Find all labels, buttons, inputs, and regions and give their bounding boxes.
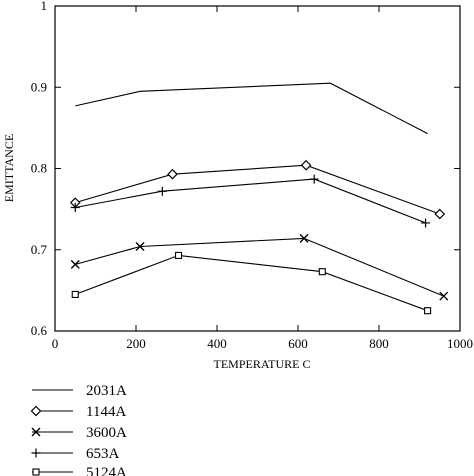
- series-3600A: [70, 233, 449, 301]
- y-tick-label: 1: [41, 0, 48, 13]
- data-point: [135, 242, 145, 251]
- legend-item: 5124A: [32, 465, 127, 476]
- series-1144A: [69, 159, 446, 220]
- series-line: [75, 237, 445, 297]
- series-line: [75, 178, 426, 224]
- legend-label: 2031A: [86, 383, 127, 399]
- legend-marker: [31, 448, 41, 458]
- legend-item: 1144A: [30, 404, 126, 420]
- legend-item: 653A: [31, 446, 120, 462]
- x-tick-label: 600: [288, 336, 308, 351]
- data-point: [70, 203, 80, 212]
- data-point: [424, 307, 432, 315]
- x-tick-label: 0: [52, 336, 59, 351]
- series-5124A: [71, 251, 432, 315]
- x-axis-title: TEMPERATURE C: [213, 357, 310, 371]
- x-tick-label: 1000: [447, 336, 473, 351]
- series-2031A: [75, 82, 428, 135]
- legend-item: 3600A: [31, 425, 127, 441]
- series-line: [75, 82, 428, 135]
- data-point: [71, 290, 79, 298]
- series-layer: [69, 82, 449, 315]
- data-point: [309, 174, 319, 184]
- axis-tick-labels: 0 200 400 600 800 1000 0.6 0.7 0.8 0.9 1: [31, 0, 473, 351]
- y-tick-label: 0.7: [31, 242, 48, 257]
- data-point: [318, 268, 326, 276]
- y-tick-label: 0.8: [31, 161, 47, 176]
- data-point: [70, 259, 80, 269]
- legend-label: 3600A: [86, 425, 127, 441]
- data-point: [421, 218, 431, 228]
- legend-item: 2031A: [32, 383, 127, 399]
- axis-ticks: [54, 5, 461, 332]
- legend-label: 653A: [86, 446, 120, 462]
- series-653A: [70, 174, 431, 228]
- series-line: [75, 164, 440, 215]
- data-point: [157, 186, 167, 196]
- series-line: [75, 254, 428, 312]
- legend-marker: [32, 468, 40, 476]
- data-point: [439, 291, 449, 301]
- legend: 2031A 1144A 3600A 653A 5124A: [30, 383, 127, 476]
- y-tick-label: 0.9: [31, 79, 47, 94]
- data-point: [300, 159, 312, 171]
- x-tick-label: 200: [126, 336, 146, 351]
- data-point: [167, 168, 178, 180]
- y-axis-title: EMITTANCE: [2, 134, 16, 202]
- x-tick-label: 400: [207, 336, 227, 351]
- data-point: [434, 208, 446, 220]
- y-tick-label: 0.6: [31, 323, 48, 338]
- data-point: [299, 233, 309, 243]
- data-point: [174, 251, 183, 259]
- legend-marker: [30, 405, 42, 417]
- legend-label: 5124A: [86, 465, 127, 476]
- legend-marker: [31, 427, 41, 437]
- legend-label: 1144A: [86, 404, 126, 420]
- x-tick-label: 800: [369, 336, 389, 351]
